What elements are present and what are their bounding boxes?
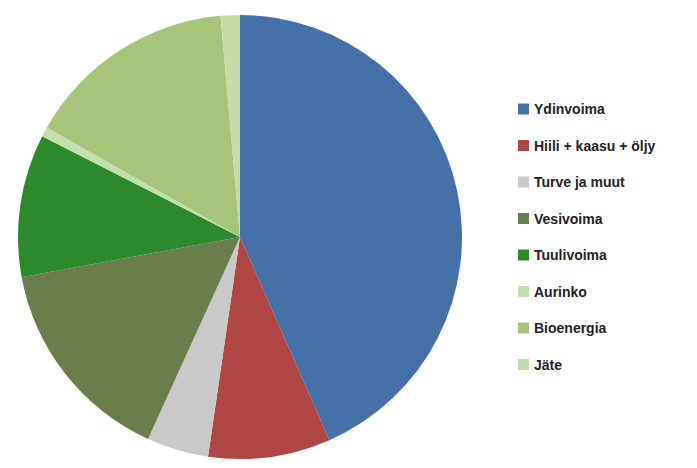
svg-text:Jäte: Jäte — [534, 357, 562, 373]
svg-text:Ydinvoima: Ydinvoima — [534, 101, 605, 117]
svg-text:Vesivoima: Vesivoima — [534, 211, 603, 227]
svg-text:Hiili + kaasu + öljy: Hiili + kaasu + öljy — [534, 138, 656, 154]
svg-text:Aurinko: Aurinko — [534, 284, 587, 300]
svg-text:Tuulivoima: Tuulivoima — [534, 247, 607, 263]
svg-text:Bioenergia: Bioenergia — [534, 320, 607, 336]
svg-text:Turve ja muut: Turve ja muut — [534, 174, 625, 190]
